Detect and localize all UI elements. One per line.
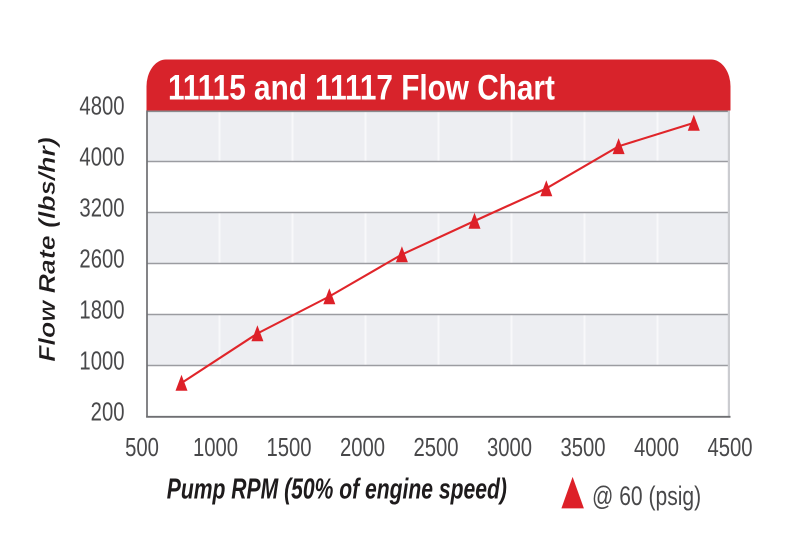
svg-text:1500: 1500: [266, 433, 311, 462]
svg-text:4800: 4800: [79, 91, 124, 120]
svg-text:11115 and 11117 Flow Chart: 11115 and 11117 Flow Chart: [168, 68, 555, 107]
svg-text:3000: 3000: [487, 433, 532, 462]
svg-text:3500: 3500: [560, 433, 605, 462]
svg-text:200: 200: [91, 397, 125, 426]
svg-text:1800: 1800: [79, 295, 124, 324]
svg-text:3200: 3200: [79, 193, 124, 222]
svg-text:@ 60 (psig): @ 60 (psig): [592, 482, 701, 512]
svg-text:1000: 1000: [79, 346, 124, 375]
svg-text:Pump RPM (50% of engine speed): Pump RPM (50% of engine speed): [167, 474, 507, 506]
svg-text:4000: 4000: [79, 142, 124, 171]
svg-text:2000: 2000: [340, 433, 385, 462]
svg-text:2500: 2500: [413, 433, 458, 462]
svg-text:2600: 2600: [79, 244, 124, 273]
svg-text:Flow Rate (lbs/hr): Flow Rate (lbs/hr): [35, 137, 61, 362]
svg-text:4000: 4000: [634, 433, 679, 462]
svg-text:1000: 1000: [193, 433, 238, 462]
svg-text:500: 500: [125, 433, 159, 462]
svg-text:4500: 4500: [707, 433, 752, 462]
